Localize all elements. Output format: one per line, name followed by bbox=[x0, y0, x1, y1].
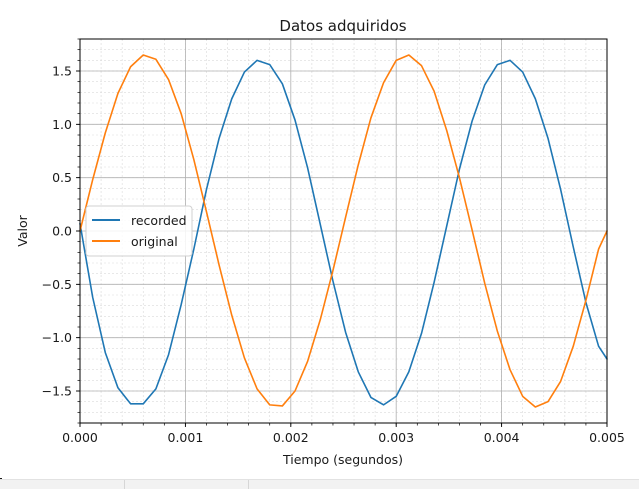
legend-label-original: original bbox=[131, 234, 178, 249]
series-line-recorded bbox=[79, 59, 608, 406]
chart-title: Datos adquiridos bbox=[279, 17, 406, 35]
x-tick-label: 0.004 bbox=[484, 430, 520, 445]
y-tick-label: 0.5 bbox=[52, 170, 72, 185]
legend-box bbox=[85, 205, 193, 257]
series-layer bbox=[79, 54, 608, 408]
y-axis-ticks: −1.5 −1.0 −0.5 0.0 0.5 1.0 1.5 bbox=[42, 38, 80, 424]
x-axis-label: Tiempo (segundos) bbox=[282, 452, 403, 467]
y-tick-label: 1.5 bbox=[52, 64, 72, 79]
x-tick-label: 0.005 bbox=[589, 430, 625, 445]
y-tick-label: −0.5 bbox=[42, 277, 72, 292]
legend: recorded original bbox=[85, 205, 193, 257]
x-tick-label: 0.002 bbox=[273, 430, 309, 445]
y-tick-label: −1.0 bbox=[42, 330, 72, 345]
x-tick-label: 0.001 bbox=[168, 430, 204, 445]
y-tick-label: 1.0 bbox=[52, 117, 72, 132]
x-tick-label: 0.003 bbox=[378, 430, 414, 445]
status-strip bbox=[0, 479, 639, 489]
line-chart: Datos adquiridos 0.000 0.001 0.002 0.003 0.0… bbox=[15, 17, 625, 467]
y-axis-label: Valor bbox=[15, 214, 30, 246]
series-line-original bbox=[79, 54, 608, 408]
x-tick-label: 0.000 bbox=[62, 430, 98, 445]
x-axis-ticks: 0.000 0.001 0.002 0.003 0.004 0.005 bbox=[62, 423, 625, 445]
legend-label-recorded: recorded bbox=[131, 213, 187, 228]
y-tick-label: −1.5 bbox=[42, 384, 72, 399]
y-tick-label: 0.0 bbox=[52, 224, 72, 239]
